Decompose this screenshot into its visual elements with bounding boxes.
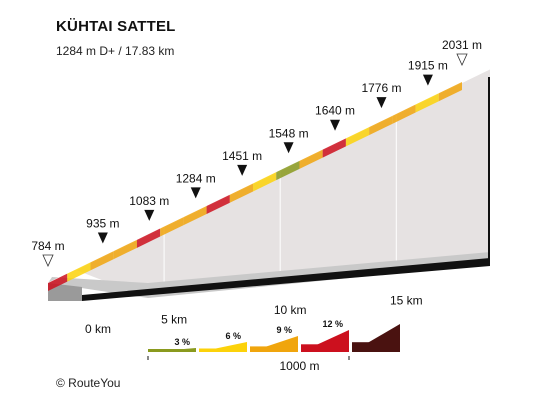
legend-scale-label: 1000 m [279,359,319,373]
checkpoint-marker [190,187,201,199]
legend-label: 3 % [174,337,190,347]
gradient-segment-front [67,262,91,282]
legend-swatch-base [250,346,298,352]
base-floor-edge [82,258,490,301]
gradient-segment-front [229,183,254,203]
gradient-legend: 3 % 6 % 9 % 12 % 1000 m [147,319,400,373]
checkpoint-marker [237,164,248,176]
base-layer [48,77,490,301]
gradient-segment-front [369,115,393,136]
legend-label: 12 % [322,319,343,329]
elevation-label: 1083 m [129,194,169,208]
distance-tick-label: 0 km [85,322,111,336]
gradient-segment-front [136,228,161,248]
legend-swatch-base [199,348,247,352]
profile-title: KÜHTAI SATTEL [56,18,176,35]
legend-swatch-base [148,349,196,352]
elevation-label: 1915 m [408,59,448,73]
elevation-markers: 784 m 935 m 1083 m 1284 m 1451 m 1548 m 1640 m… [31,38,482,267]
checkpoint-marker [422,74,433,86]
legend-swatch-base [301,344,349,352]
gradient-segment-front [206,194,230,215]
elevation-label: 1284 m [176,171,216,185]
elevation-label: 1776 m [361,81,401,95]
checkpoint-marker [330,119,341,131]
checkpoint-marker [376,97,387,109]
gradient-segment-front [415,93,439,113]
credit: © RouteYou [56,376,121,390]
gradient-segment-front [183,206,207,226]
endpoint-marker [456,53,468,66]
profile-subtitle: 1284 m D+ / 17.83 km [56,44,175,58]
elevation-label: 784 m [31,239,64,253]
gradient-segment-front [438,82,462,102]
elevation-label: 2031 m [442,38,482,52]
elevation-label: 935 m [86,216,119,230]
km-gridlines [163,114,397,290]
gradient-segment-front [345,127,370,147]
elevation-label: 1548 m [269,126,309,140]
legend-label: 9 % [276,325,292,335]
checkpoint-marker [144,209,155,221]
right-edge [488,77,490,260]
base-front-face [48,283,82,301]
distance-tick-label: 5 km [161,312,187,326]
distance-tick-label: 15 km [390,293,423,307]
legend-swatch-base [352,342,400,352]
gradient-segment-front [160,217,184,237]
gradient-segment-front [276,160,300,181]
gradient-segment-front [392,104,416,124]
legend-label: 6 % [225,331,241,341]
gradient-segment-front [90,251,114,271]
gradient-segment-front [299,149,323,169]
distance-tick-label: 10 km [274,303,307,317]
distance-axis: 0 km 5 km 10 km 15 km [85,293,423,336]
checkpoint-marker [283,142,294,154]
gradient-segments [47,68,491,291]
gradient-segment-front [113,239,137,260]
elevation-label: 1451 m [222,149,262,163]
endpoint-marker [42,254,54,267]
gradient-segment-front [48,273,68,291]
gradient-segment-front [322,138,346,158]
gradient-segment-front [253,172,277,192]
base-top-face [48,252,490,298]
checkpoint-marker [97,232,108,244]
elevation-label: 1640 m [315,104,355,118]
